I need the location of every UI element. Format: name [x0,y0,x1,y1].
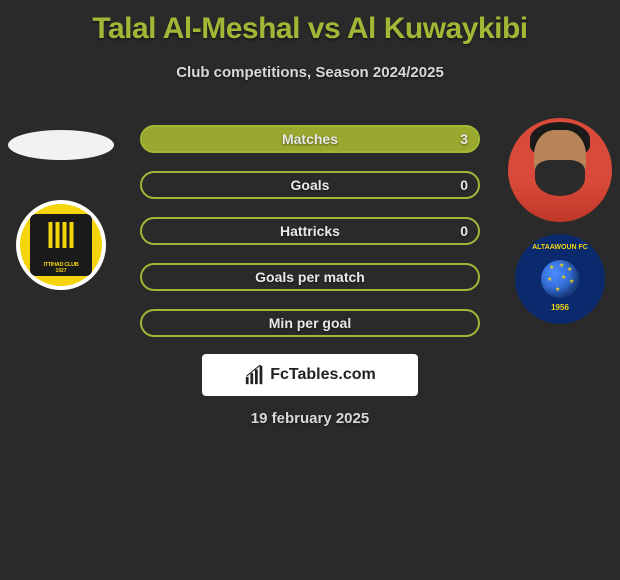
stat-row-gpm: Goals per match [140,263,480,291]
subtitle: Club competitions, Season 2024/2025 [0,64,620,81]
avatar-beard [535,160,585,196]
stat-label: Min per goal [142,315,478,331]
stat-right-value: 0 [460,223,468,239]
stat-label: Hattricks [142,223,478,239]
taawoun-ball: ★ ★ ★ ★ ★ ★ ★ [541,260,579,298]
player2-club-badge: ALTAAWOUN FC ★ ★ ★ ★ ★ ★ ★ 1956 [515,234,605,324]
stats-container: Matches 3 Goals 0 Hattricks 0 Goals per … [140,125,480,355]
player2-name: Al Kuwaykibi [347,12,528,45]
stat-right-value: 0 [460,177,468,193]
player1-avatar [8,130,114,160]
brand-label: FcTables.com [270,366,376,384]
stat-label: Goals per match [142,269,478,285]
date-text: 19 february 2025 [0,410,620,427]
taawoun-year: 1956 [551,303,569,312]
fctables-brand[interactable]: FcTables.com [202,354,418,396]
player1-club-badge: ITTIHAD CLUB 1927 [16,200,106,290]
page-title: Talal Al-Meshal vs Al Kuwaykibi [0,0,620,46]
chart-icon [244,364,266,386]
stat-right-value: 3 [460,131,468,147]
stat-label: Matches [142,131,478,147]
ittihad-badge-inner: ITTIHAD CLUB 1927 [30,214,92,276]
player2-avatar [508,118,612,222]
stat-row-goals: Goals 0 [140,171,480,199]
vs-text: vs [308,12,340,45]
stat-row-mpg: Min per goal [140,309,480,337]
stat-row-matches: Matches 3 [140,125,480,153]
stat-label: Goals [142,177,478,193]
ittihad-stripes [49,222,74,248]
ittihad-year: 1927 [55,268,66,274]
player-right-column: ALTAAWOUN FC ★ ★ ★ ★ ★ ★ ★ 1956 [508,118,612,324]
player1-name: Talal Al-Meshal [92,12,300,45]
taawoun-text: ALTAAWOUN FC [532,244,588,251]
player-left-column: ITTIHAD CLUB 1927 [8,118,114,290]
stat-row-hattricks: Hattricks 0 [140,217,480,245]
